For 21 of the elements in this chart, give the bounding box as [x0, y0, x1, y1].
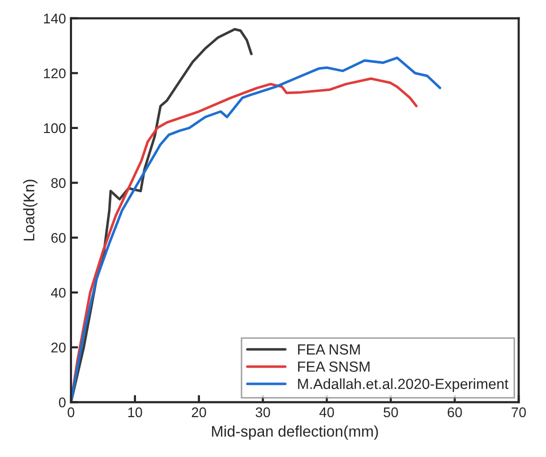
y-tick-label: 80	[51, 178, 66, 188]
x-tick-label: 60	[448, 407, 462, 418]
y-tick-label: 140	[44, 14, 66, 24]
y-tick-label: 40	[50, 288, 66, 298]
x-tick-label: 40	[319, 407, 334, 418]
x-tick-label: 50	[384, 407, 398, 418]
x-tick-label: 10	[128, 407, 142, 418]
y-tick-label: 20	[51, 342, 66, 352]
legend-label: FEA SNSM	[298, 362, 370, 372]
y-tick-label: 120	[44, 68, 66, 78]
x-tick-label: 70	[512, 407, 526, 418]
y-axis-title: Load(Kn)	[23, 180, 38, 240]
x-tick-label: 0	[68, 407, 74, 418]
x-tick-label: 20	[192, 407, 206, 418]
y-tick-label: 0	[58, 397, 66, 408]
legend-label: FEA NSM	[298, 344, 360, 355]
x-axis-title: Mid-span deflection(mm)	[212, 426, 378, 440]
y-tick-label: 60	[51, 232, 66, 243]
legend-label: M.Adallah.et.al.2020-Experiment	[298, 378, 508, 392]
y-tick-label: 100	[44, 123, 66, 134]
x-tick-label: 30	[256, 407, 270, 418]
